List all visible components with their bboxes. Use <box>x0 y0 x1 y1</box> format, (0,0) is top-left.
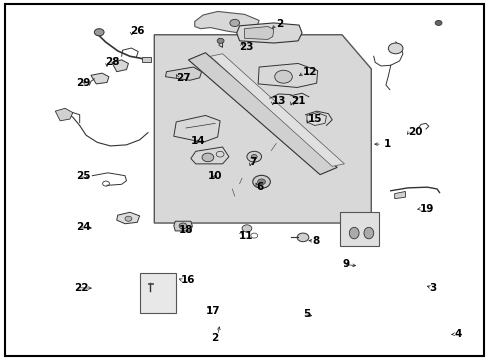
Polygon shape <box>91 73 109 84</box>
Text: 4: 4 <box>453 329 461 339</box>
Circle shape <box>434 21 441 26</box>
Circle shape <box>293 29 297 32</box>
Bar <box>339 212 378 246</box>
Text: 2: 2 <box>276 19 283 29</box>
Polygon shape <box>148 283 153 284</box>
Ellipse shape <box>363 227 373 239</box>
Text: 10: 10 <box>207 171 222 181</box>
Text: 7: 7 <box>249 157 256 167</box>
Text: 24: 24 <box>76 222 91 231</box>
Circle shape <box>217 39 224 43</box>
Text: 15: 15 <box>307 114 322 124</box>
Polygon shape <box>165 67 201 80</box>
Polygon shape <box>173 116 220 142</box>
Text: 23: 23 <box>239 42 254 52</box>
Circle shape <box>251 154 257 159</box>
Polygon shape <box>117 212 140 224</box>
Polygon shape <box>236 23 302 43</box>
Text: 17: 17 <box>205 306 220 316</box>
Polygon shape <box>173 221 192 231</box>
Text: 27: 27 <box>176 73 190 83</box>
Circle shape <box>202 153 213 162</box>
Text: 16: 16 <box>181 275 195 285</box>
Text: 12: 12 <box>303 67 317 77</box>
Circle shape <box>297 233 308 242</box>
Text: 21: 21 <box>290 96 305 106</box>
Polygon shape <box>55 108 73 121</box>
Text: 11: 11 <box>238 231 253 240</box>
Text: 29: 29 <box>76 78 90 88</box>
Circle shape <box>94 29 104 36</box>
Text: 8: 8 <box>312 236 319 246</box>
Circle shape <box>125 216 132 221</box>
Circle shape <box>257 179 265 185</box>
Polygon shape <box>258 63 317 87</box>
Polygon shape <box>394 192 405 199</box>
Text: 14: 14 <box>190 136 205 145</box>
Polygon shape <box>190 147 228 164</box>
Polygon shape <box>154 35 370 223</box>
Text: 2: 2 <box>211 333 219 343</box>
Polygon shape <box>244 27 273 40</box>
Polygon shape <box>306 113 326 126</box>
Circle shape <box>179 223 186 229</box>
Polygon shape <box>142 57 151 62</box>
Polygon shape <box>112 60 128 72</box>
Text: 20: 20 <box>407 127 422 136</box>
Text: 6: 6 <box>256 182 264 192</box>
Circle shape <box>252 175 270 188</box>
Circle shape <box>229 19 239 27</box>
Text: 22: 22 <box>74 283 88 293</box>
Ellipse shape <box>348 227 358 239</box>
Text: 19: 19 <box>419 204 433 214</box>
Circle shape <box>246 151 261 162</box>
Text: 28: 28 <box>105 57 120 67</box>
Text: 9: 9 <box>341 259 348 269</box>
Text: 3: 3 <box>429 283 436 293</box>
Polygon shape <box>188 53 336 175</box>
Polygon shape <box>210 54 344 166</box>
Text: 1: 1 <box>383 139 390 149</box>
Text: 26: 26 <box>130 26 144 36</box>
Text: 5: 5 <box>303 310 309 319</box>
Text: 25: 25 <box>76 171 91 181</box>
Circle shape <box>242 225 251 232</box>
Polygon shape <box>194 12 259 33</box>
Bar <box>140 273 176 313</box>
Text: 13: 13 <box>271 96 285 106</box>
Circle shape <box>387 43 402 54</box>
Text: 18: 18 <box>178 225 193 235</box>
Circle shape <box>274 70 292 83</box>
